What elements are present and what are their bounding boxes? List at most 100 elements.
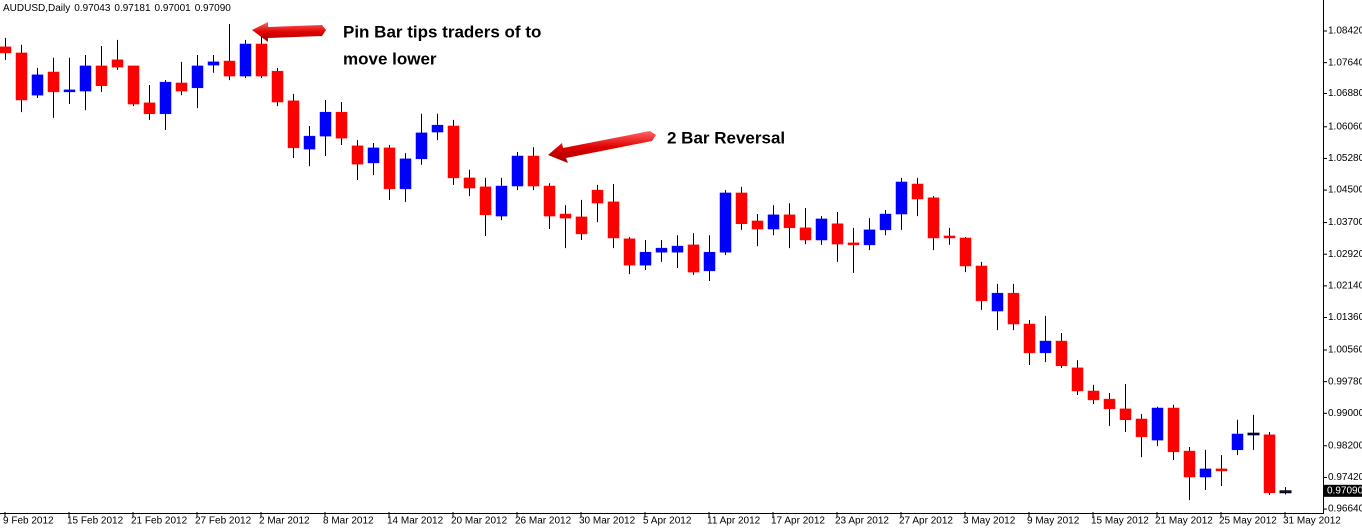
x-tick-label: 25 May 2012 bbox=[1219, 516, 1277, 527]
candle-body bbox=[511, 155, 524, 187]
candle-body bbox=[127, 65, 140, 105]
candle-body bbox=[559, 213, 572, 219]
candle-body bbox=[63, 89, 76, 93]
candle-body bbox=[223, 60, 236, 77]
x-tick-label: 9 Feb 2012 bbox=[3, 516, 54, 527]
candle-body bbox=[1007, 292, 1020, 325]
x-tick-label: 14 Mar 2012 bbox=[387, 516, 444, 527]
candle-body bbox=[159, 81, 172, 115]
candle-body bbox=[1119, 408, 1132, 421]
candle-body bbox=[463, 177, 476, 189]
candle-body bbox=[335, 111, 348, 139]
annotation: 2 Bar Reversal bbox=[667, 128, 785, 147]
candle-body bbox=[431, 124, 444, 133]
y-tick-label: 1.00560 bbox=[1328, 345, 1362, 356]
candle-body bbox=[1023, 323, 1036, 354]
candle-body bbox=[1087, 390, 1100, 401]
header-open: 0.97043 bbox=[74, 3, 111, 14]
candle-body bbox=[927, 197, 940, 239]
x-tick-label: 17 Apr 2012 bbox=[771, 516, 825, 527]
candle-body bbox=[95, 65, 108, 87]
candle-body bbox=[831, 223, 844, 245]
y-tick-label: 1.02140 bbox=[1328, 281, 1362, 292]
candle-body bbox=[239, 43, 252, 77]
candle-body bbox=[351, 145, 364, 165]
candle-body bbox=[1215, 468, 1228, 472]
candles bbox=[0, 24, 1292, 501]
candle-body bbox=[1151, 407, 1164, 441]
y-tick-label: 0.98200 bbox=[1328, 440, 1362, 451]
candle-body bbox=[1199, 468, 1212, 478]
chart-title: AUDUSD,Daily bbox=[3, 3, 70, 14]
x-tick-label: 27 Feb 2012 bbox=[195, 516, 252, 527]
candle-body bbox=[879, 213, 892, 231]
y-tick-label: 0.99780 bbox=[1328, 376, 1362, 387]
y-tick-label: 1.08420 bbox=[1328, 26, 1362, 37]
chart-header: AUDUSD,Daily 0.97043 0.97181 0.97001 0.97090 bbox=[3, 3, 231, 14]
last-price-label: 0.97090 bbox=[1327, 485, 1362, 496]
candle-body bbox=[207, 61, 220, 66]
x-tick-label: 15 May 2012 bbox=[1091, 516, 1149, 527]
candle-body bbox=[719, 192, 732, 253]
y-tick-label: 1.04500 bbox=[1328, 185, 1362, 196]
candle-body bbox=[0, 46, 12, 54]
candle-body bbox=[191, 65, 204, 89]
candle-body bbox=[303, 135, 316, 150]
candle-body bbox=[591, 189, 604, 204]
candle-body bbox=[959, 237, 972, 267]
y-tick-label: 1.06060 bbox=[1328, 121, 1362, 132]
x-tick-label: 2 Mar 2012 bbox=[259, 516, 310, 527]
candle-body bbox=[975, 265, 988, 302]
last-price-tag bbox=[1324, 484, 1362, 497]
candle-body bbox=[703, 251, 716, 272]
annotation: move lower bbox=[343, 49, 437, 68]
y-tick-label: 1.02920 bbox=[1328, 249, 1362, 260]
x-tick-label: 8 Mar 2012 bbox=[323, 516, 374, 527]
candle-body bbox=[543, 185, 556, 217]
candle-body bbox=[1135, 418, 1148, 438]
candle-body bbox=[495, 185, 508, 217]
candle-body bbox=[895, 181, 908, 215]
header-high: 0.97181 bbox=[114, 3, 151, 14]
candle-body bbox=[415, 132, 428, 160]
candle-body bbox=[1263, 434, 1276, 494]
candle-body bbox=[383, 147, 396, 190]
x-tick-label: 27 Apr 2012 bbox=[899, 516, 953, 527]
candle-body bbox=[943, 235, 956, 239]
candle-body bbox=[527, 155, 540, 187]
y-tick-label: 1.07640 bbox=[1328, 57, 1362, 68]
x-tick-label: 9 May 2012 bbox=[1027, 516, 1080, 527]
y-tick-label: 0.96640 bbox=[1328, 504, 1362, 515]
candle-body bbox=[1071, 367, 1084, 392]
candle-body bbox=[671, 245, 684, 253]
candle-body bbox=[1039, 340, 1052, 354]
candle-body bbox=[287, 100, 300, 149]
candle-body bbox=[767, 214, 780, 230]
candle-body bbox=[863, 229, 876, 246]
candle-body bbox=[1103, 398, 1116, 410]
candle-body bbox=[1247, 432, 1260, 436]
candle-body bbox=[367, 147, 380, 164]
x-tick-label: 5 Apr 2012 bbox=[643, 516, 692, 527]
candle-body bbox=[399, 158, 412, 190]
candle-body bbox=[815, 218, 828, 241]
candle-body bbox=[111, 59, 124, 68]
x-tick-label: 21 Feb 2012 bbox=[131, 516, 188, 527]
candle-body bbox=[607, 201, 620, 239]
candle-body bbox=[847, 242, 860, 246]
candle-body bbox=[1279, 490, 1292, 494]
y-tick-label: 1.06880 bbox=[1328, 88, 1362, 99]
candle-body bbox=[255, 43, 268, 77]
candle-body bbox=[1183, 450, 1196, 478]
header-low: 0.97001 bbox=[155, 3, 192, 14]
candle-body bbox=[623, 238, 636, 266]
arrow bbox=[548, 131, 656, 163]
y-tick-label: 0.99000 bbox=[1328, 408, 1362, 419]
header-close: 0.97090 bbox=[195, 3, 232, 14]
candle-body bbox=[143, 102, 156, 115]
candle-body bbox=[479, 186, 492, 216]
candle-body bbox=[1055, 340, 1068, 367]
candle-body bbox=[911, 183, 924, 200]
